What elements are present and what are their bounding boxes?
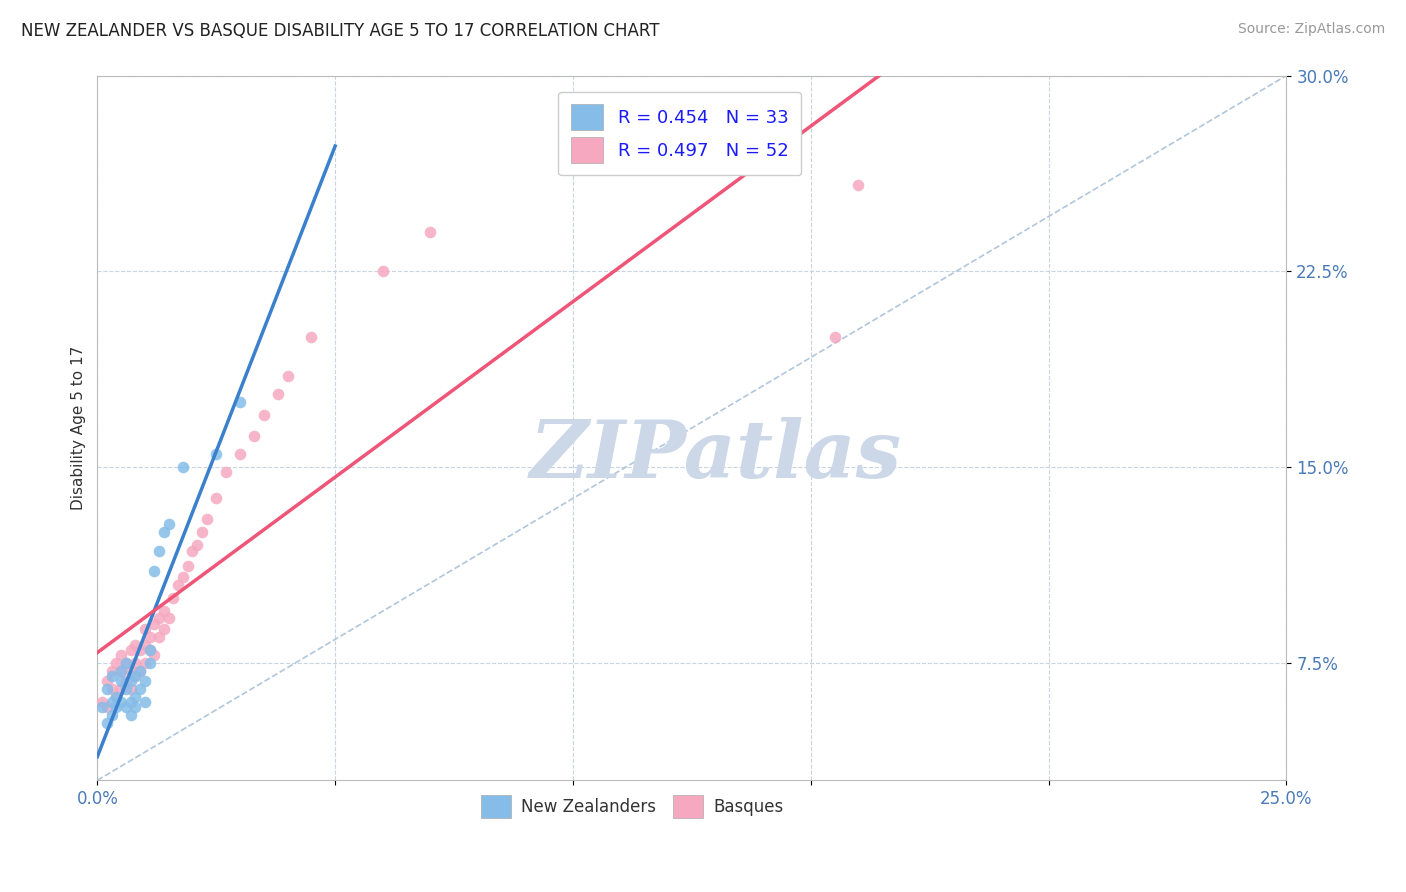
Text: Source: ZipAtlas.com: Source: ZipAtlas.com bbox=[1237, 22, 1385, 37]
Point bbox=[215, 465, 238, 479]
Point bbox=[105, 690, 128, 704]
Point bbox=[120, 664, 142, 678]
Point bbox=[115, 656, 138, 670]
Point bbox=[120, 642, 142, 657]
Point bbox=[229, 394, 252, 409]
Point bbox=[120, 695, 142, 709]
Point bbox=[110, 664, 132, 678]
Point bbox=[110, 664, 132, 678]
Point bbox=[100, 708, 122, 723]
Point bbox=[267, 387, 290, 401]
Point bbox=[195, 512, 218, 526]
Point bbox=[100, 669, 122, 683]
Point bbox=[172, 570, 194, 584]
Point bbox=[124, 656, 146, 670]
Point bbox=[229, 447, 252, 461]
Point bbox=[96, 674, 118, 689]
Point bbox=[120, 674, 142, 689]
Point bbox=[134, 656, 156, 670]
Point bbox=[105, 656, 128, 670]
Point bbox=[129, 664, 152, 678]
Point bbox=[124, 690, 146, 704]
Point bbox=[115, 681, 138, 696]
Point bbox=[138, 642, 160, 657]
Point bbox=[100, 664, 122, 678]
Point bbox=[105, 690, 128, 704]
Point bbox=[120, 708, 142, 723]
Point bbox=[143, 648, 166, 662]
Point bbox=[186, 538, 208, 552]
Point bbox=[277, 368, 299, 383]
Point bbox=[129, 664, 152, 678]
Point bbox=[134, 695, 156, 709]
Point bbox=[96, 681, 118, 696]
Point bbox=[110, 695, 132, 709]
Point bbox=[167, 577, 190, 591]
Point bbox=[138, 656, 160, 670]
Point bbox=[299, 329, 322, 343]
Point bbox=[243, 428, 266, 442]
Point bbox=[105, 700, 128, 714]
Point bbox=[143, 616, 166, 631]
Point bbox=[124, 638, 146, 652]
Point bbox=[124, 669, 146, 683]
Point bbox=[120, 681, 142, 696]
Point bbox=[100, 695, 122, 709]
Point bbox=[115, 674, 138, 689]
Text: NEW ZEALANDER VS BASQUE DISABILITY AGE 5 TO 17 CORRELATION CHART: NEW ZEALANDER VS BASQUE DISABILITY AGE 5… bbox=[21, 22, 659, 40]
Point bbox=[91, 695, 114, 709]
Point bbox=[153, 525, 176, 540]
Point bbox=[191, 525, 214, 540]
Point bbox=[91, 700, 114, 714]
Point bbox=[124, 700, 146, 714]
Point bbox=[205, 491, 228, 506]
Point bbox=[153, 622, 176, 636]
Point bbox=[848, 178, 870, 193]
Point bbox=[419, 225, 441, 239]
Y-axis label: Disability Age 5 to 17: Disability Age 5 to 17 bbox=[72, 346, 86, 510]
Point bbox=[148, 630, 170, 644]
Point bbox=[129, 681, 152, 696]
Point bbox=[124, 669, 146, 683]
Point bbox=[148, 543, 170, 558]
Point bbox=[115, 700, 138, 714]
Point bbox=[177, 559, 200, 574]
Point bbox=[96, 715, 118, 730]
Point bbox=[172, 460, 194, 475]
Point bbox=[824, 329, 846, 343]
Point bbox=[371, 264, 394, 278]
Point bbox=[129, 642, 152, 657]
Point bbox=[162, 591, 184, 605]
Point bbox=[96, 700, 118, 714]
Point bbox=[148, 611, 170, 625]
Point bbox=[157, 517, 180, 532]
Point bbox=[134, 622, 156, 636]
Point bbox=[110, 648, 132, 662]
Point bbox=[138, 642, 160, 657]
Point bbox=[110, 674, 132, 689]
Point bbox=[115, 656, 138, 670]
Point bbox=[134, 638, 156, 652]
Text: ZIPatlas: ZIPatlas bbox=[530, 417, 901, 495]
Point bbox=[138, 630, 160, 644]
Point bbox=[134, 674, 156, 689]
Point bbox=[205, 447, 228, 461]
Point bbox=[157, 611, 180, 625]
Legend: New Zealanders, Basques: New Zealanders, Basques bbox=[475, 788, 790, 825]
Point bbox=[143, 565, 166, 579]
Point bbox=[110, 681, 132, 696]
Point bbox=[100, 681, 122, 696]
Point bbox=[253, 408, 276, 422]
Point bbox=[153, 604, 176, 618]
Point bbox=[181, 543, 204, 558]
